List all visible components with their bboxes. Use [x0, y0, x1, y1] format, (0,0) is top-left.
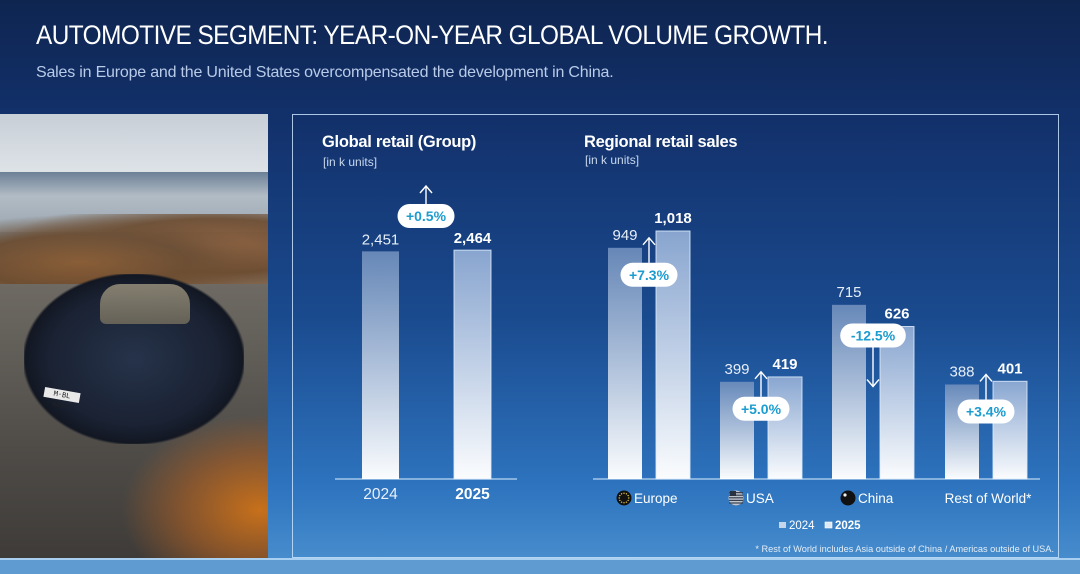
us-flag-icon-canton [730, 491, 736, 496]
value-label-europe-2024: 949 [612, 227, 637, 244]
value-label-usa-2025: 419 [772, 356, 797, 373]
change-arrow-usa-head [754, 370, 768, 380]
value-label-china-2025: 626 [884, 305, 909, 322]
eu-flag-icon-star [619, 499, 621, 502]
change-pill-china-bg [840, 323, 906, 348]
legend-swatch-2024 [779, 522, 786, 528]
regional-chart-title: Regional retail sales [584, 133, 738, 151]
change-arrow-europe-head [642, 236, 656, 246]
change-pill-usa: +5.0% [732, 396, 790, 421]
legend-label-2024: 2024 [789, 520, 815, 532]
regional-chart: 949 1,018 +7.3% Europe 399 419 +5.0% USA 715 626 -… [593, 210, 1040, 532]
global-chart-unit: [in k units] [323, 155, 378, 169]
change-arrow-restofworld-head [979, 373, 993, 382]
eu-flag-icon-star [625, 493, 628, 495]
eu-flag-icon-star [620, 493, 623, 495]
change-pill-china-label: -12.5% [851, 327, 896, 343]
legend: 2024 2025 [779, 520, 861, 532]
page-subtitle: Sales in Europe and the United States ov… [36, 64, 614, 81]
bar-usa-2024 [720, 381, 754, 479]
bottom-strip [0, 560, 1080, 574]
bar-restofworld-2025 [992, 380, 1028, 480]
bar-usa-2025 [767, 376, 803, 480]
change-pill-usa-bg [732, 396, 790, 421]
legend-swatch-2025 [824, 521, 833, 529]
change-arrow-restofworld [979, 373, 993, 400]
us-flag-icon-stripe [729, 499, 743, 501]
global-change-arrow [419, 184, 433, 207]
change-pill-china: -12.5% [840, 323, 906, 348]
global-bar-2024 [362, 251, 399, 479]
global-change-pill-bg [397, 204, 455, 228]
global-change-arrow-head [419, 184, 433, 194]
eu-flag-icon-star [619, 494, 621, 497]
value-label-restofworld-2024: 388 [949, 363, 974, 380]
eu-flag-icon-star [625, 501, 628, 503]
eu-flag-icon-star [628, 497, 630, 499]
eu-flag-icon-disc [616, 490, 632, 506]
change-pill-europe-bg [620, 262, 678, 287]
page-title: AUTOMOTIVE SEGMENT: YEAR-ON-YEAR GLOBAL … [36, 20, 829, 50]
eu-flag-icon-star [627, 494, 629, 497]
chart-panel [292, 114, 1059, 558]
change-pill-europe-label: +7.3% [629, 267, 670, 283]
global-x-tick-2025: 2025 [455, 486, 490, 503]
eu-flag-icon-star [623, 492, 625, 494]
category-label-china: China [858, 491, 894, 506]
category-label-restofworld: Rest of World* [945, 491, 1033, 506]
car-photo: M·BL 4227 [0, 114, 268, 558]
change-pill-europe: +7.3% [620, 262, 678, 287]
global-value-label-2025: 2,464 [454, 230, 492, 247]
global-x-tick-2024: 2024 [363, 486, 398, 503]
china-flag-icon [840, 490, 856, 506]
change-arrow-china-head [866, 379, 880, 388]
china-flag-icon-star [843, 493, 847, 497]
us-flag-icon-stripe [729, 497, 743, 499]
value-label-europe-2025: 1,018 [654, 210, 692, 227]
bar-china-2025 [879, 325, 915, 480]
change-arrow-usa [754, 370, 768, 397]
eu-flag-icon-star [623, 502, 625, 504]
change-pill-usa-label: +5.0% [741, 401, 782, 417]
eu-flag-icon [616, 490, 632, 506]
global-change-pill-label: +0.5% [406, 208, 447, 224]
bar-restofworld-2024 [945, 384, 979, 479]
change-pill-restofworld-label: +3.4% [966, 403, 1007, 419]
change-pill-restofworld-bg [957, 399, 1015, 424]
eu-flag-icon-star [627, 499, 629, 502]
eu-flag-icon-star [618, 497, 620, 499]
category-label-europe: Europe [634, 491, 678, 506]
value-label-china-2024: 715 [836, 284, 861, 301]
regional-chart-unit: [in k units] [585, 153, 640, 167]
eu-flag-icon-star [620, 501, 623, 503]
legend-label-2025: 2025 [835, 520, 861, 532]
footnote: * Rest of World includes Asia outside of… [755, 544, 1054, 554]
change-arrow-china [866, 346, 880, 388]
photo-car-windshield [100, 284, 190, 324]
us-flag-icon-stripe [729, 502, 743, 504]
global-change-pill: +0.5% [397, 204, 455, 228]
global-bar-2025 [453, 249, 492, 480]
change-arrow-europe [642, 236, 656, 263]
global-value-label-2024: 2,451 [362, 231, 400, 248]
value-label-usa-2024: 399 [724, 361, 749, 378]
photo-orange-glow [120, 414, 268, 558]
change-pill-restofworld: +3.4% [957, 399, 1015, 424]
global-chart: 2,451 2024 2,464 2025 +0.5% [335, 184, 517, 503]
global-chart-title: Global retail (Group) [322, 133, 477, 151]
value-label-restofworld-2025: 401 [997, 360, 1022, 377]
china-flag-icon-disc [840, 490, 856, 506]
us-flag-icon [728, 490, 744, 506]
category-label-usa: USA [746, 491, 774, 506]
bottom-divider [0, 558, 1080, 560]
